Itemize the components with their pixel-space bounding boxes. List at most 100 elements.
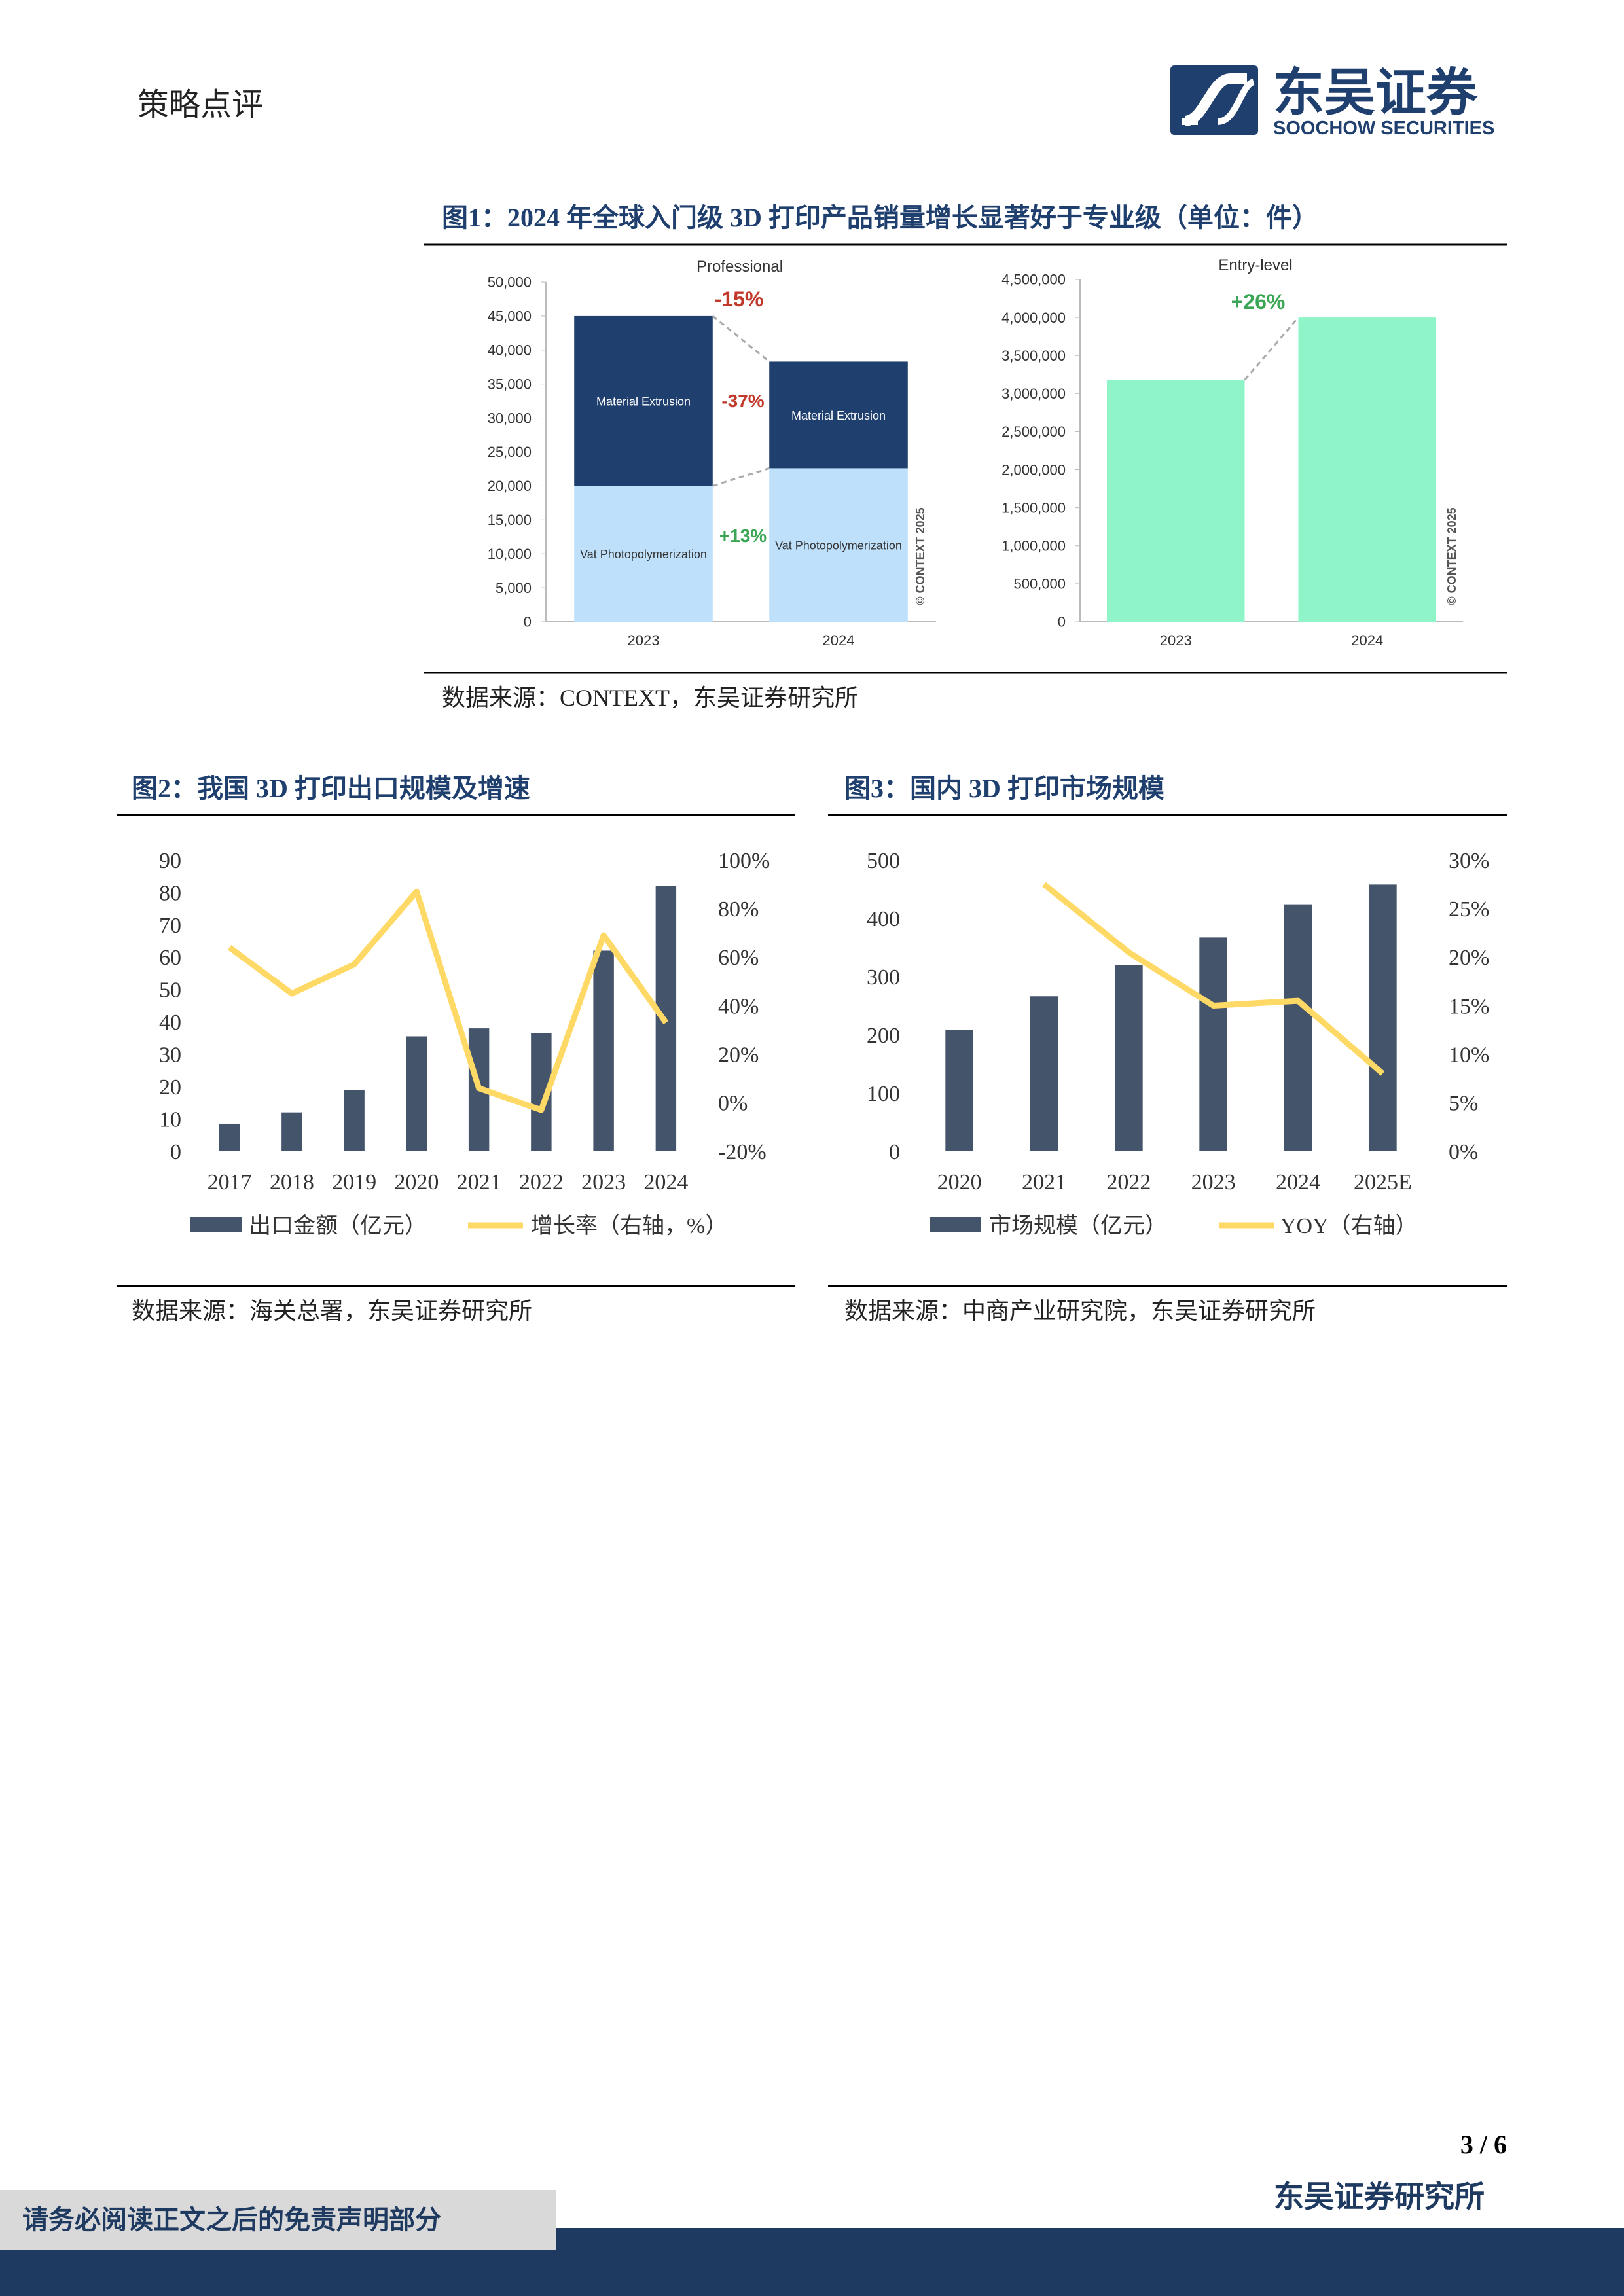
figure-source: 数据来源：中商产业研究院，东吴证券研究所 [844, 1298, 1316, 1324]
annotation: -37% [721, 391, 764, 411]
x-tick-label: 2019 [332, 1170, 376, 1194]
bar [945, 1030, 974, 1151]
y-tick-label: 400 [867, 907, 900, 931]
y-tick-label: 4,500,000 [1001, 272, 1066, 288]
x-tick-label: 2022 [1106, 1170, 1151, 1194]
bar [1030, 996, 1058, 1151]
y2-tick-label: 20% [718, 1043, 759, 1067]
y-tick-label: 20,000 [488, 478, 532, 494]
y-tick-label: 0 [1058, 614, 1066, 630]
figure-source: 数据来源：CONTEXT，东吴证券研究所 [442, 685, 858, 711]
x-tick-label: 2024 [1276, 1170, 1320, 1194]
bar-segment [769, 468, 908, 622]
y-tick-label: 4,000,000 [1001, 310, 1066, 326]
y2-tick-label: 0% [1449, 1140, 1478, 1164]
y2-tick-label: 80% [718, 897, 759, 922]
section-label: 策略点评 [137, 88, 263, 122]
y-tick-label: 300 [867, 965, 900, 990]
bar [219, 1123, 240, 1151]
y-tick-label: 10 [159, 1107, 181, 1132]
y2-tick-label: 15% [1449, 994, 1489, 1018]
y-tick-label: 50 [159, 978, 181, 1003]
bar-segment [769, 361, 908, 469]
segment-label: Vat Photopolymerization [580, 548, 707, 561]
y2-tick-label: 0% [718, 1092, 748, 1116]
line [1042, 882, 1385, 1076]
x-tick-label: 2023 [581, 1170, 626, 1194]
y-tick-label: 1,500,000 [1001, 499, 1066, 516]
y-tick-label: 30 [159, 1043, 181, 1067]
line [227, 888, 669, 1113]
y-tick-label: 100 [867, 1082, 900, 1106]
annotation: -15% [715, 287, 764, 311]
bar-segment [574, 315, 713, 486]
connector [1244, 317, 1299, 381]
y2-tick-label: 100% [718, 849, 770, 873]
x-tick-label: 2024 [823, 632, 855, 649]
annotation: +26% [1231, 290, 1286, 314]
bar [1298, 317, 1437, 622]
bar [1368, 884, 1397, 1151]
y2-tick-label: 40% [718, 994, 759, 1018]
page-number: 3 / 6 [1460, 2130, 1507, 2159]
bar [593, 950, 614, 1151]
y2-tick-label: 5% [1449, 1092, 1478, 1116]
bar [1114, 965, 1143, 1151]
legend-swatch [190, 1217, 242, 1232]
y-tick-label: 45,000 [488, 308, 532, 325]
y2-tick-label: 30% [1449, 849, 1489, 873]
y-tick-label: 15,000 [488, 512, 532, 528]
y2-tick-label: 25% [1449, 897, 1489, 922]
y-tick-label: 25,000 [488, 444, 532, 460]
legend-label: 市场规模（亿元） [989, 1213, 1167, 1238]
y-tick-label: 500,000 [1013, 576, 1066, 592]
y-tick-label: 40 [159, 1011, 181, 1035]
chart-subtitle: Entry-level [1218, 257, 1292, 274]
y-tick-label: 0 [889, 1140, 900, 1164]
bar [1284, 904, 1312, 1151]
legend-label: 增长率（右轴，%） [531, 1213, 727, 1238]
x-tick-label: 2023 [1160, 632, 1192, 649]
logo-icon [1170, 65, 1258, 135]
y-tick-label: 0 [170, 1140, 181, 1164]
legend-label: 出口金额（亿元） [249, 1213, 427, 1238]
y-tick-label: 40,000 [488, 342, 532, 359]
y-tick-label: 2,000,000 [1001, 461, 1066, 478]
x-tick-label: 2025E [1354, 1170, 1412, 1194]
y-tick-label: 5,000 [496, 580, 532, 596]
footer-org: 东吴证券研究所 [1274, 2180, 1485, 2214]
annotation: +13% [719, 526, 767, 546]
y-tick-label: 2,500,000 [1001, 423, 1066, 440]
figure-source: 数据来源：海关总署，东吴证券研究所 [132, 1298, 532, 1324]
chart-subtitle: Professional [696, 258, 783, 276]
segment-label: Vat Photopolymerization [775, 539, 902, 552]
y2-tick-label: 20% [1449, 946, 1489, 970]
legend-label: YOY（右轴） [1280, 1213, 1418, 1238]
x-tick-label: 2022 [519, 1170, 564, 1194]
y-tick-label: 3,500,000 [1001, 348, 1066, 364]
y-tick-label: 60 [159, 946, 181, 970]
logo-subtext: SOOCHOW SECURITIES [1273, 118, 1494, 139]
bar [344, 1090, 365, 1151]
y2-tick-label: -20% [718, 1140, 767, 1164]
y-tick-label: 70 [159, 914, 181, 938]
x-tick-label: 2023 [1191, 1170, 1236, 1194]
logo-text: 东吴证券 [1273, 63, 1478, 121]
bar [1106, 380, 1245, 622]
x-tick-label: 2023 [628, 632, 660, 649]
y-tick-label: 10,000 [488, 546, 532, 562]
connector [712, 315, 770, 363]
y-tick-label: 20 [159, 1075, 181, 1100]
watermark: © CONTEXT 2025 [914, 507, 927, 605]
x-tick-label: 2021 [457, 1170, 501, 1194]
x-tick-label: 2017 [208, 1170, 252, 1194]
x-tick-label: 2018 [270, 1170, 314, 1194]
x-tick-label: 2020 [394, 1170, 439, 1194]
figure-title: 图3：国内 3D 打印市场规模 [844, 774, 1164, 803]
figure-title: 图2：我国 3D 打印出口规模及增速 [132, 774, 530, 803]
segment-label: Material Extrusion [596, 395, 691, 408]
bar [406, 1036, 427, 1151]
x-tick-label: 2021 [1022, 1170, 1066, 1194]
disclaimer-box [0, 2190, 556, 2250]
